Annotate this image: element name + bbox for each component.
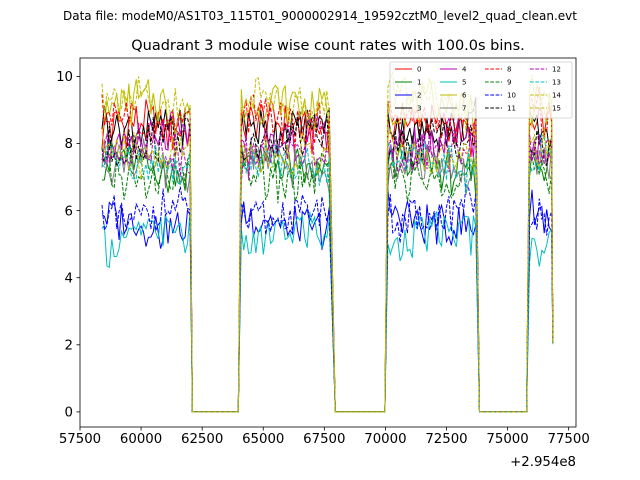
y-tick-label-10: 10	[56, 70, 73, 85]
legend-frame	[389, 61, 573, 119]
x-tick-label-72500: 72500	[425, 432, 467, 447]
axes-layer: 57500 60000 62500 65000 67500 70000 72500 75000…	[56, 57, 590, 447]
legend-label-12: 12	[552, 66, 561, 74]
legend-label-0: 0	[417, 66, 421, 74]
y-tick-label-4: 4	[65, 271, 73, 286]
x-tick-label-57500: 57500	[59, 432, 101, 447]
y-tick-label-0: 0	[65, 406, 73, 421]
legend-label-11: 11	[507, 105, 516, 113]
series-line-13	[101, 134, 554, 413]
legend-label-9: 9	[507, 79, 511, 87]
legend-label-3: 3	[417, 105, 421, 113]
legend-label-10: 10	[507, 92, 516, 100]
series-line-9	[101, 149, 554, 413]
series-lines	[101, 71, 554, 413]
suptitle: Data file: modeM0/AS1T03_115T01_90000029…	[63, 9, 577, 23]
legend-label-14: 14	[552, 92, 561, 100]
legend-label-7: 7	[462, 105, 466, 113]
series-line-2	[101, 189, 554, 413]
legend-label-4: 4	[462, 66, 467, 74]
x-tick-label-60000: 60000	[120, 432, 162, 447]
legend-label-15: 15	[552, 105, 561, 113]
series-line-14	[101, 71, 554, 413]
legend-label-13: 13	[552, 79, 561, 87]
legend-label-5: 5	[462, 79, 466, 87]
legend-label-1: 1	[417, 79, 421, 87]
series-line-12	[101, 123, 554, 413]
x-tick-label-77500: 77500	[548, 432, 590, 447]
series-line-15	[101, 127, 554, 413]
legend-label-6: 6	[462, 92, 467, 100]
x-tick-label-62500: 62500	[181, 432, 223, 447]
legend-label-2: 2	[417, 92, 421, 100]
x-tick-label-75000: 75000	[486, 432, 528, 447]
x-tick-label-65000: 65000	[242, 432, 284, 447]
y-tick-label-8: 8	[65, 137, 73, 152]
series-line-8	[101, 87, 554, 413]
x-tick-label-67500: 67500	[303, 432, 345, 447]
axes-frame	[79, 57, 577, 428]
series-line-10	[101, 183, 554, 413]
y-tick-label-6: 6	[65, 204, 73, 219]
y-tick-label-2: 2	[65, 339, 73, 354]
plot-layer	[101, 71, 554, 413]
x-tick-label-70000: 70000	[364, 432, 406, 447]
chart-title: Quadrant 3 module wise count rates with …	[131, 38, 525, 54]
legend-label-8: 8	[507, 66, 511, 74]
series-line-5	[101, 210, 554, 413]
x-offset-text: +2.954e8	[510, 455, 576, 470]
